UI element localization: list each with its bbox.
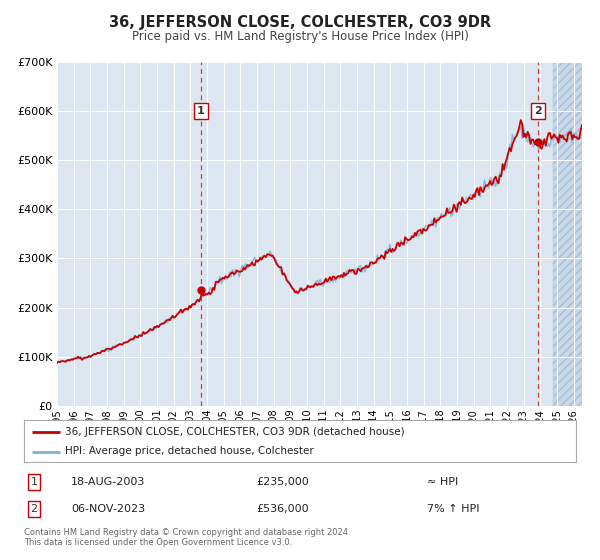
Text: 36, JEFFERSON CLOSE, COLCHESTER, CO3 9DR: 36, JEFFERSON CLOSE, COLCHESTER, CO3 9DR (109, 15, 491, 30)
Bar (553, 62, 582, 406)
Text: £235,000: £235,000 (256, 477, 308, 487)
Text: 1: 1 (31, 477, 37, 487)
Text: 36, JEFFERSON CLOSE, COLCHESTER, CO3 9DR (detached house): 36, JEFFERSON CLOSE, COLCHESTER, CO3 9DR… (65, 427, 405, 437)
Text: 06-NOV-2023: 06-NOV-2023 (71, 504, 145, 514)
Text: 1: 1 (197, 106, 205, 116)
Text: Contains HM Land Registry data © Crown copyright and database right 2024.
This d: Contains HM Land Registry data © Crown c… (24, 528, 350, 547)
Text: 2: 2 (31, 504, 37, 514)
Text: 7% ↑ HPI: 7% ↑ HPI (427, 504, 479, 514)
Text: £536,000: £536,000 (256, 504, 308, 514)
Text: HPI: Average price, detached house, Colchester: HPI: Average price, detached house, Colc… (65, 446, 314, 456)
Text: ≈ HPI: ≈ HPI (427, 477, 458, 487)
Text: Price paid vs. HM Land Registry's House Price Index (HPI): Price paid vs. HM Land Registry's House … (131, 30, 469, 43)
Text: 2: 2 (534, 106, 542, 116)
Text: 18-AUG-2003: 18-AUG-2003 (71, 477, 145, 487)
